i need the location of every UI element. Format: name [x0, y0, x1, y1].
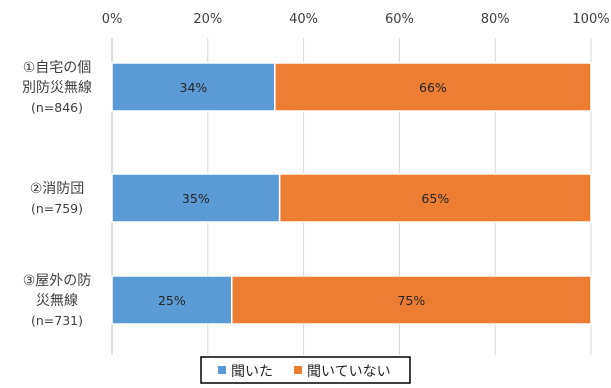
- category-label: 別防災無線: [22, 80, 92, 96]
- data-label: 25%: [158, 293, 186, 308]
- data-label: 66%: [419, 80, 447, 95]
- data-label: 34%: [180, 80, 208, 95]
- legend-swatch-not-heard: [294, 366, 302, 374]
- category-n-label: (n=846): [31, 100, 83, 115]
- data-labels: 34% 66% 35% 65% 25% 75%: [158, 80, 449, 308]
- category-n-label: (n=731): [31, 313, 83, 328]
- x-axis-ticks: 0% 20% 40% 60% 80% 100%: [102, 12, 610, 27]
- data-label: 65%: [421, 191, 449, 206]
- data-label: 75%: [397, 293, 425, 308]
- category-label: ②消防団: [30, 181, 85, 197]
- x-tick-label: 20%: [193, 12, 222, 27]
- data-label: 35%: [182, 191, 210, 206]
- category-label: ③屋外の防: [23, 273, 92, 289]
- category-label: ①自宅の個: [23, 60, 92, 76]
- x-tick-label: 40%: [289, 12, 318, 27]
- legend-box: [200, 356, 411, 384]
- x-tick-label: 100%: [572, 12, 609, 27]
- bar-segment: [231, 275, 592, 325]
- legend: 聞いた 聞いていない: [200, 356, 411, 384]
- bar-segment: [111, 275, 233, 325]
- legend-label-not-heard: 聞いていない: [307, 364, 391, 380]
- x-tick-label: 80%: [481, 12, 510, 27]
- legend-swatch-heard: [218, 366, 226, 374]
- bars: [111, 62, 592, 325]
- x-tick-label: 60%: [385, 12, 414, 27]
- bar-segment: [274, 62, 592, 112]
- bar-segment: [278, 173, 592, 223]
- category-label: 災無線: [36, 293, 78, 309]
- category-n-label: (n=759): [31, 201, 83, 216]
- bar-segment: [111, 62, 276, 112]
- legend-label-heard: 聞いた: [231, 364, 273, 380]
- x-tick-label: 0%: [102, 12, 123, 27]
